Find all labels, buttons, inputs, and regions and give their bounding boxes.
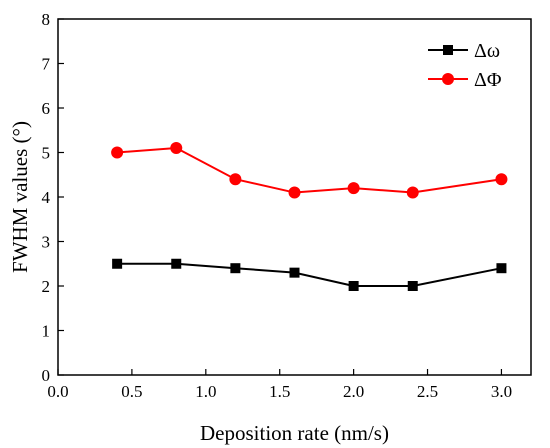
- data-point-delta-phi: [288, 186, 301, 199]
- legend-marker-delta-omega: [443, 45, 453, 55]
- y-tick-label: 6: [42, 99, 51, 118]
- data-point-delta-phi: [347, 182, 360, 195]
- y-axis-title: FWHM values (°): [8, 121, 32, 273]
- legend-item-delta-omega: Δω: [428, 40, 500, 62]
- y-tick-label: 4: [42, 188, 51, 207]
- series-layer: [111, 142, 508, 291]
- x-tick-label: 1.5: [269, 382, 290, 401]
- data-point-delta-phi: [170, 142, 183, 155]
- legend-marker-delta-phi: [442, 73, 454, 85]
- data-point-delta-omega: [112, 258, 123, 269]
- x-tick-label: 0.0: [47, 382, 68, 401]
- legend-label-delta-omega: Δω: [474, 40, 500, 62]
- y-tick-label: 8: [42, 10, 51, 29]
- y-tick-label: 5: [42, 144, 51, 163]
- y-axis: 0 1 2 3 4 5 6 7 8: [42, 10, 64, 385]
- data-point-delta-omega: [407, 281, 418, 291]
- data-point-delta-phi: [229, 173, 242, 186]
- y-tick-label: 1: [42, 322, 51, 341]
- data-point-delta-omega: [496, 263, 507, 274]
- series-line-delta-phi: [117, 147, 502, 194]
- legend-item-delta-phi: ΔΦ: [428, 69, 502, 91]
- y-tick-label: 2: [42, 277, 51, 296]
- x-axis: 0.0 0.5 1.0 1.5 2.0 2.5 3.0: [47, 369, 512, 401]
- x-tick-label: 1.0: [195, 382, 216, 401]
- y-tick-label: 7: [42, 55, 51, 74]
- y-tick-label: 0: [42, 366, 51, 385]
- x-tick-label: 3.0: [491, 382, 512, 401]
- data-point-delta-phi: [111, 146, 124, 159]
- x-axis-title: Deposition rate (nm/s): [200, 421, 389, 445]
- data-point-delta-phi: [406, 186, 419, 199]
- data-point-delta-omega: [230, 263, 241, 274]
- data-point-delta-omega: [348, 281, 359, 291]
- y-tick-label: 3: [42, 233, 51, 252]
- x-tick-label: 0.5: [121, 382, 142, 401]
- legend-label-delta-phi: ΔΦ: [474, 69, 502, 91]
- legend: Δω ΔΦ: [428, 40, 502, 91]
- data-point-delta-omega: [289, 267, 300, 278]
- data-point-delta-phi: [495, 173, 508, 186]
- x-tick-label: 2.5: [417, 382, 438, 401]
- x-tick-label: 2.0: [343, 382, 364, 401]
- data-point-delta-omega: [171, 258, 182, 269]
